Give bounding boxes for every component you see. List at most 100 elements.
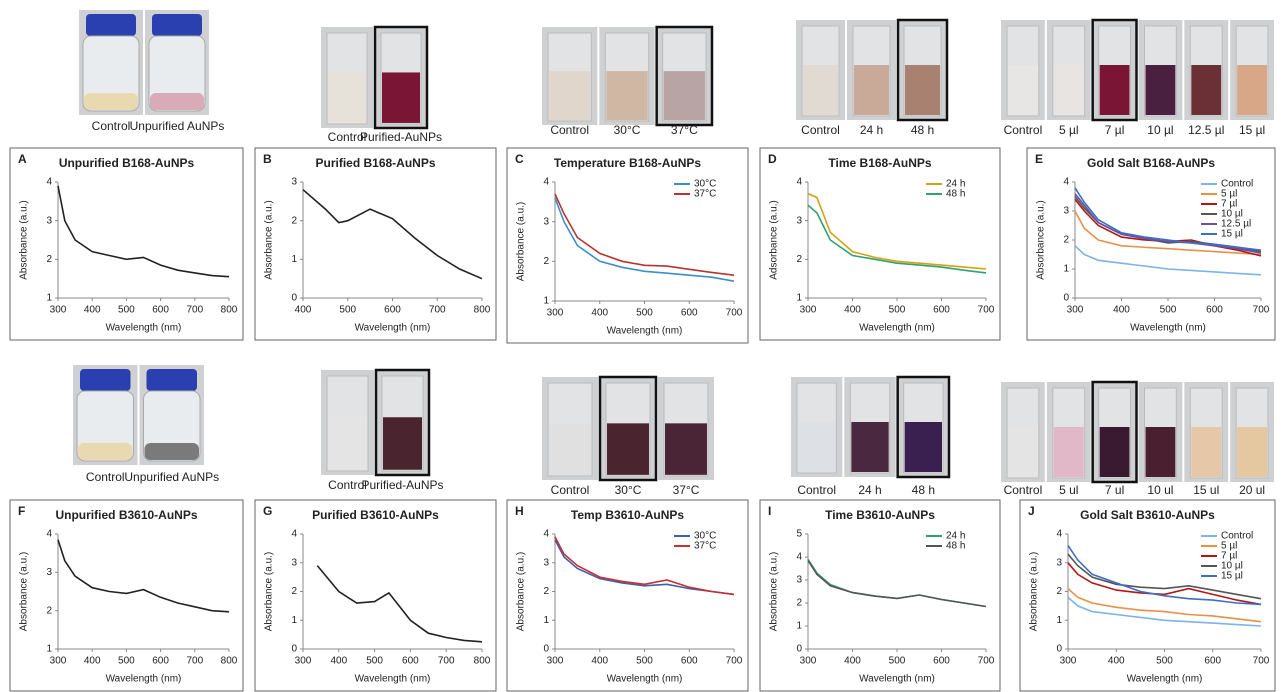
chart-box xyxy=(254,499,497,692)
vial-liquid xyxy=(549,71,591,121)
panel-letter: D xyxy=(768,152,777,166)
x-tick-label: 300 xyxy=(800,305,817,316)
vial-liquid xyxy=(1191,65,1222,115)
vial-liquid xyxy=(606,71,648,121)
vial-liquid xyxy=(1145,427,1176,477)
y-tick-label: 2 xyxy=(46,254,52,265)
x-tick-label: 400 xyxy=(295,305,312,316)
y-axis-label: Absorbance (a.u.) xyxy=(769,552,780,632)
photo-label: 15 ul xyxy=(1193,483,1219,497)
photo-label: 37°C xyxy=(671,123,698,137)
x-tick-label: 300 xyxy=(547,656,564,667)
vial-liquid xyxy=(854,65,889,115)
panel-letter: C xyxy=(515,152,524,166)
chart-title: Gold Salt B168-AuNPs xyxy=(1087,156,1215,170)
x-tick-label: 400 xyxy=(84,305,101,316)
legend-label: 30°C xyxy=(694,531,716,542)
photo-label: Control xyxy=(328,478,367,492)
series-line xyxy=(807,204,987,274)
y-tick-label: 1 xyxy=(796,293,802,304)
x-tick-label: 300 xyxy=(50,305,67,316)
bottle-liquid xyxy=(144,443,199,460)
x-tick-label: 400 xyxy=(844,656,861,667)
vial-liquid xyxy=(1237,427,1267,477)
legend-label: 5 µl xyxy=(1221,541,1237,552)
photo-label: Control xyxy=(797,483,836,497)
vial-liquid xyxy=(1053,427,1084,477)
chart-title: Purified B168-AuNPs xyxy=(315,156,435,170)
vial-liquid xyxy=(549,423,591,475)
chart-title: Temperature B168-AuNPs xyxy=(554,156,701,170)
photo-frame xyxy=(1091,380,1138,484)
x-axis-label: Wavelength (nm) xyxy=(859,323,935,334)
chart-box xyxy=(506,499,749,692)
series-line xyxy=(1067,596,1262,627)
x-tick-label: 500 xyxy=(1160,305,1177,316)
series-line xyxy=(316,565,483,643)
photo-label: 5 ul xyxy=(1059,483,1078,497)
y-tick-label: 0 xyxy=(1063,293,1069,304)
vial-liquid xyxy=(607,423,649,475)
photo-label: 37°C xyxy=(673,483,700,497)
y-axis-label: Absorbance (a.u.) xyxy=(19,200,30,280)
x-tick-label: 700 xyxy=(438,656,455,667)
x-tick-label: 600 xyxy=(681,656,698,667)
panel-letter: G xyxy=(263,504,272,518)
y-tick-label: 1 xyxy=(291,254,297,265)
y-tick-label: 2 xyxy=(291,215,297,226)
photo-label: Control xyxy=(1004,483,1043,497)
photo-label: 24 h xyxy=(858,483,881,497)
y-tick-label: 5 xyxy=(796,529,802,540)
y-tick-label: 1 xyxy=(46,293,52,304)
series-line xyxy=(1067,553,1262,600)
x-tick-label: 500 xyxy=(636,656,653,667)
vial-liquid xyxy=(1099,427,1130,477)
photo-label: 7 µl xyxy=(1105,123,1125,137)
legend-label: 37°C xyxy=(694,541,716,552)
photo-label: Unpurified AuNPs xyxy=(130,119,225,133)
legend-label: 10 µl xyxy=(1221,209,1243,220)
panel-letter: I xyxy=(768,504,771,518)
x-tick-label: 400 xyxy=(1108,656,1125,667)
vial-liquid xyxy=(904,422,942,472)
y-tick-label: 1 xyxy=(1056,615,1062,626)
chart-title: Purified B3610-AuNPs xyxy=(312,508,439,522)
vial-liquid xyxy=(803,65,838,115)
vial-liquid xyxy=(1237,65,1267,115)
x-tick-label: 500 xyxy=(636,308,653,319)
series-line xyxy=(302,189,483,280)
y-tick-label: 2 xyxy=(796,598,802,609)
legend-label: 15 µl xyxy=(1221,571,1243,582)
y-tick-label: 3 xyxy=(796,575,802,586)
x-axis-label: Wavelength (nm) xyxy=(106,323,182,334)
photo-frame xyxy=(896,18,949,122)
x-tick-label: 800 xyxy=(474,305,491,316)
x-tick-label: 300 xyxy=(800,656,817,667)
bottle-cap xyxy=(152,14,202,36)
x-tick-label: 400 xyxy=(591,656,608,667)
x-tick-label: 600 xyxy=(402,656,419,667)
y-axis-label: Absorbance (a.u.) xyxy=(264,552,275,632)
legend-label: 7 µl xyxy=(1221,199,1237,210)
photo-frame xyxy=(373,25,429,130)
y-axis-label: Adsorbance (a.u.) xyxy=(769,200,780,280)
x-tick-label: 800 xyxy=(221,656,238,667)
legend-label: 5 µl xyxy=(1221,189,1237,200)
y-tick-label: 1 xyxy=(796,621,802,632)
series-line xyxy=(1067,588,1262,623)
y-tick-label: 2 xyxy=(1056,586,1062,597)
bottle xyxy=(82,35,140,112)
y-tick-label: 0 xyxy=(796,644,802,655)
panel-letter: J xyxy=(1028,504,1035,518)
x-tick-label: 700 xyxy=(978,656,995,667)
x-tick-label: 500 xyxy=(889,305,906,316)
vial-liquid xyxy=(1008,65,1038,115)
y-axis-label: Absorbance (a.u.) xyxy=(19,552,30,632)
chart-box xyxy=(9,499,244,692)
y-tick-label: 3 xyxy=(543,557,549,568)
legend-label: 15 µl xyxy=(1221,229,1243,240)
x-tick-label: 400 xyxy=(330,656,347,667)
legend-label: 48 h xyxy=(946,189,965,200)
x-tick-label: 600 xyxy=(152,656,169,667)
